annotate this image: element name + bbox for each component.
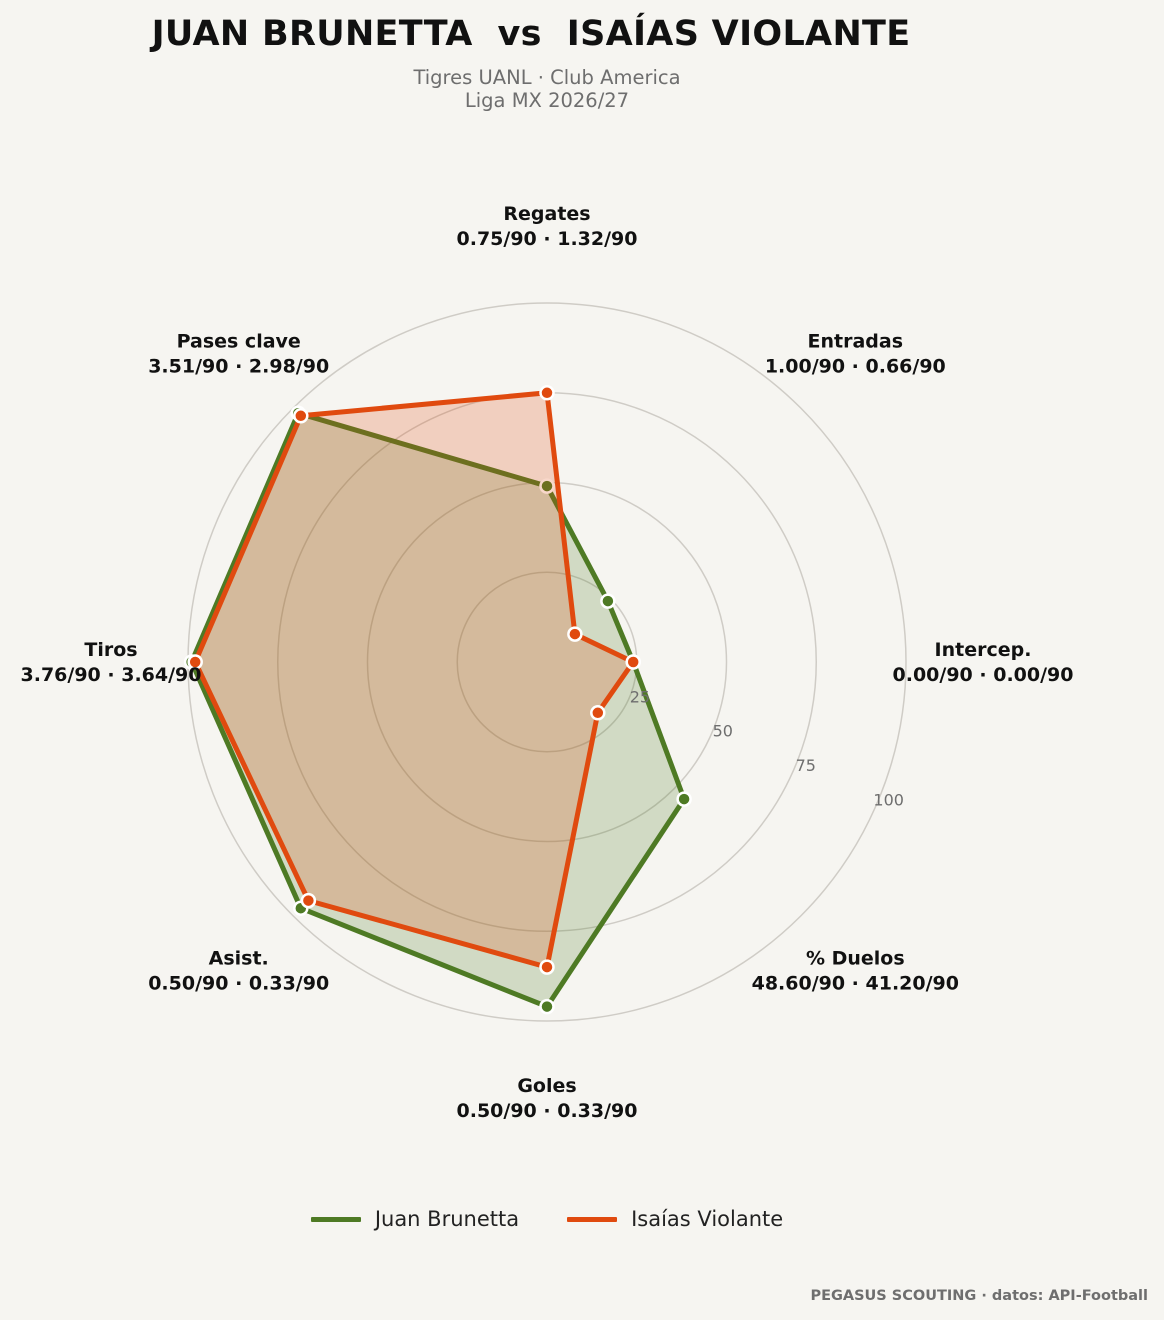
axis-values-1: 0.75/90 · 1.32/90 (457, 228, 638, 250)
series-point-2-1 (539, 385, 555, 401)
axis-name-2: Entradas (808, 331, 904, 353)
legend-label-player1: Juan Brunetta (374, 1207, 520, 1231)
axis-name-4: % Duelos (806, 947, 905, 969)
series-point-2-3 (625, 654, 641, 670)
axis-name-6: Asist. (209, 947, 269, 969)
axis-name-3: Intercep. (935, 639, 1032, 661)
legend-item-player2: Isaías Violante (567, 1207, 783, 1231)
chart-subtitle: Tigres UANL · Club America Liga MX 2026/… (0, 66, 1094, 112)
axis-values-4: 48.60/90 · 41.20/90 (752, 972, 959, 994)
axis-values-2: 1.00/90 · 0.66/90 (765, 356, 946, 378)
tick-label-3: 75 (796, 756, 816, 775)
series-point-2-4 (590, 705, 606, 721)
series-point-1-2 (600, 593, 616, 609)
chart-legend: Juan Brunetta Isaías Violante (0, 1207, 1094, 1231)
axis-label-8: Pases clave 3.51/90 · 2.98/90 (148, 331, 329, 378)
axis-values-5: 0.50/90 · 0.33/90 (457, 1100, 638, 1122)
axis-label-1: Regates 0.75/90 · 1.32/90 (457, 203, 638, 250)
series-point-1-4 (676, 791, 692, 807)
legend-item-player1: Juan Brunetta (310, 1207, 520, 1231)
axis-name-1: Regates (503, 203, 590, 225)
axis-label-2: Entradas 1.00/90 · 0.66/90 (765, 331, 946, 378)
series-point-2-8 (293, 408, 309, 424)
series-area-1 (191, 413, 685, 1007)
chart-title: JUAN BRUNETTA vs ISAÍAS VIOLANTE (151, 14, 911, 54)
legend-swatch-player2 (567, 1216, 618, 1222)
axis-label-7: Tiros 3.76/90 · 3.64/90 (21, 639, 202, 686)
axis-label-3: Intercep. 0.00/90 · 0.00/90 (893, 639, 1074, 686)
series-point-2-5 (539, 959, 555, 975)
legend-swatch-player1 (310, 1216, 361, 1222)
subtitle-teams: Tigres UANL · Club America (413, 66, 681, 89)
tick-label-1: 25 (630, 687, 650, 706)
axis-label-4: % Duelos 48.60/90 · 41.20/90 (752, 947, 959, 994)
series-point-2-7 (187, 654, 203, 670)
series-1 (183, 405, 692, 1015)
axis-values-3: 0.00/90 · 0.00/90 (893, 664, 1074, 686)
subtitle-league: Liga MX 2026/27 (464, 89, 630, 112)
tick-label-2: 50 (713, 722, 733, 741)
axis-label-6: Asist. 0.50/90 · 0.33/90 (148, 947, 329, 994)
series-2 (187, 385, 641, 975)
axis-name-8: Pases clave (177, 331, 301, 353)
series-point-2-2 (567, 626, 583, 642)
series-point-2-6 (300, 892, 317, 909)
series-point-1-5 (539, 998, 555, 1015)
axis-values-7: 3.76/90 · 3.64/90 (21, 664, 202, 686)
series-area-2 (195, 392, 634, 968)
footer-credit: PEGASUS SCOUTING · datos: API-Football (810, 1288, 1148, 1304)
axis-values-8: 3.51/90 · 2.98/90 (148, 356, 329, 378)
legend-label-player2: Isaías Violante (631, 1207, 784, 1231)
axis-name-7: Tiros (84, 639, 137, 661)
tick-label-4: 100 (873, 790, 904, 809)
axis-label-5: Goles 0.50/90 · 0.33/90 (457, 1075, 638, 1122)
radar-chart: 25 50 75 100 Regates 0.75/90 · 1.32/90 Entrada… (21, 203, 1074, 1122)
axis-name-5: Goles (517, 1075, 576, 1097)
series-point-1-1 (539, 478, 555, 494)
axis-values-6: 0.50/90 · 0.33/90 (148, 972, 329, 994)
